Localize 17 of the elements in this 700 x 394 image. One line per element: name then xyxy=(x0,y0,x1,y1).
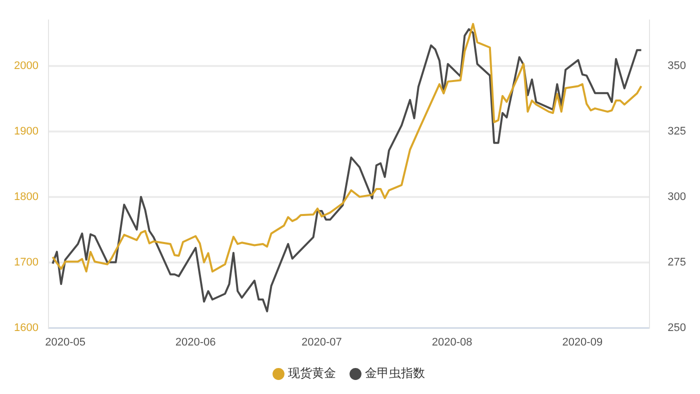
legend-label: 现货黄金 xyxy=(288,366,336,380)
x-tick-label: 2020-06 xyxy=(175,336,216,348)
x-tick-label: 2020-05 xyxy=(45,336,86,348)
y-tick-label: 1700 xyxy=(14,256,38,268)
y-tick-label: 1600 xyxy=(14,322,38,334)
x-tick-label: 2020-07 xyxy=(302,336,342,348)
y2-tick-label: 325 xyxy=(668,125,686,138)
y2-tick-label: 275 xyxy=(668,256,686,268)
y-tick-label: 2000 xyxy=(14,60,38,72)
x-tick-label: 2020-09 xyxy=(562,336,603,348)
y2-tick-label: 250 xyxy=(668,322,686,334)
y-tick-label: 1900 xyxy=(14,125,38,138)
legend-label: 金甲虫指数 xyxy=(365,366,425,380)
y2-tick-label: 300 xyxy=(668,190,686,203)
y-tick-label: 1800 xyxy=(14,190,38,203)
y2-tick-label: 350 xyxy=(668,60,686,72)
x-tick-label: 2020-08 xyxy=(432,336,472,348)
